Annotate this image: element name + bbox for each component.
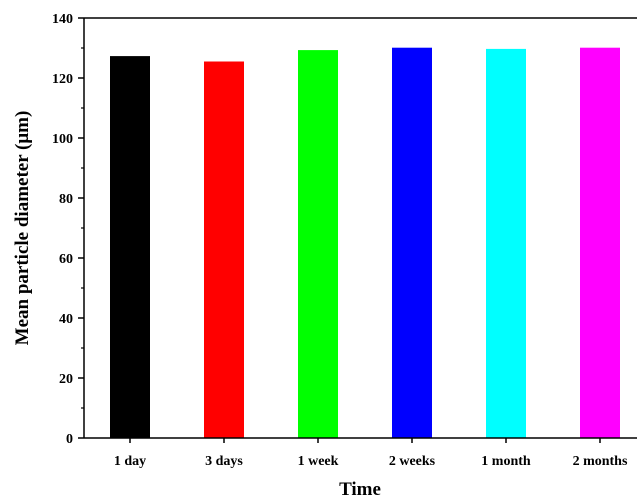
x-axis-title: Time: [339, 479, 381, 498]
axes-group: [83, 17, 637, 439]
x-tick-label: 3 days: [205, 454, 243, 469]
bars-group: [110, 47, 620, 439]
bar-5: [580, 47, 620, 438]
y-axis-title: Mean particle diameter (μm): [12, 111, 33, 346]
y-tick-label: 40: [59, 312, 73, 327]
y-tick-label: 100: [52, 132, 73, 147]
bar-4: [486, 48, 526, 439]
x-tick-label: 1 month: [481, 454, 531, 469]
bar-3: [392, 47, 432, 438]
bar-0: [110, 56, 150, 438]
bar-2: [298, 50, 338, 438]
y-tick-label: 20: [59, 372, 73, 387]
x-tick-label: 2 weeks: [389, 454, 436, 469]
y-tick-label: 0: [66, 432, 73, 447]
y-ticks-group: 0 20 40 60 80 100 120 140: [52, 12, 84, 447]
x-tick-label: 1 week: [298, 454, 339, 469]
x-tick-label: 1 day: [114, 454, 146, 469]
y-tick-label: 60: [59, 252, 73, 267]
y-tick-label: 120: [52, 72, 73, 87]
x-tick-label: 2 months: [573, 454, 628, 469]
y-tick-label: 140: [52, 12, 73, 27]
x-ticks-group: 1 day 3 days 1 week 2 weeks 1 month 2 months: [114, 438, 628, 469]
bar-1: [204, 61, 244, 438]
y-tick-label: 80: [59, 192, 73, 207]
